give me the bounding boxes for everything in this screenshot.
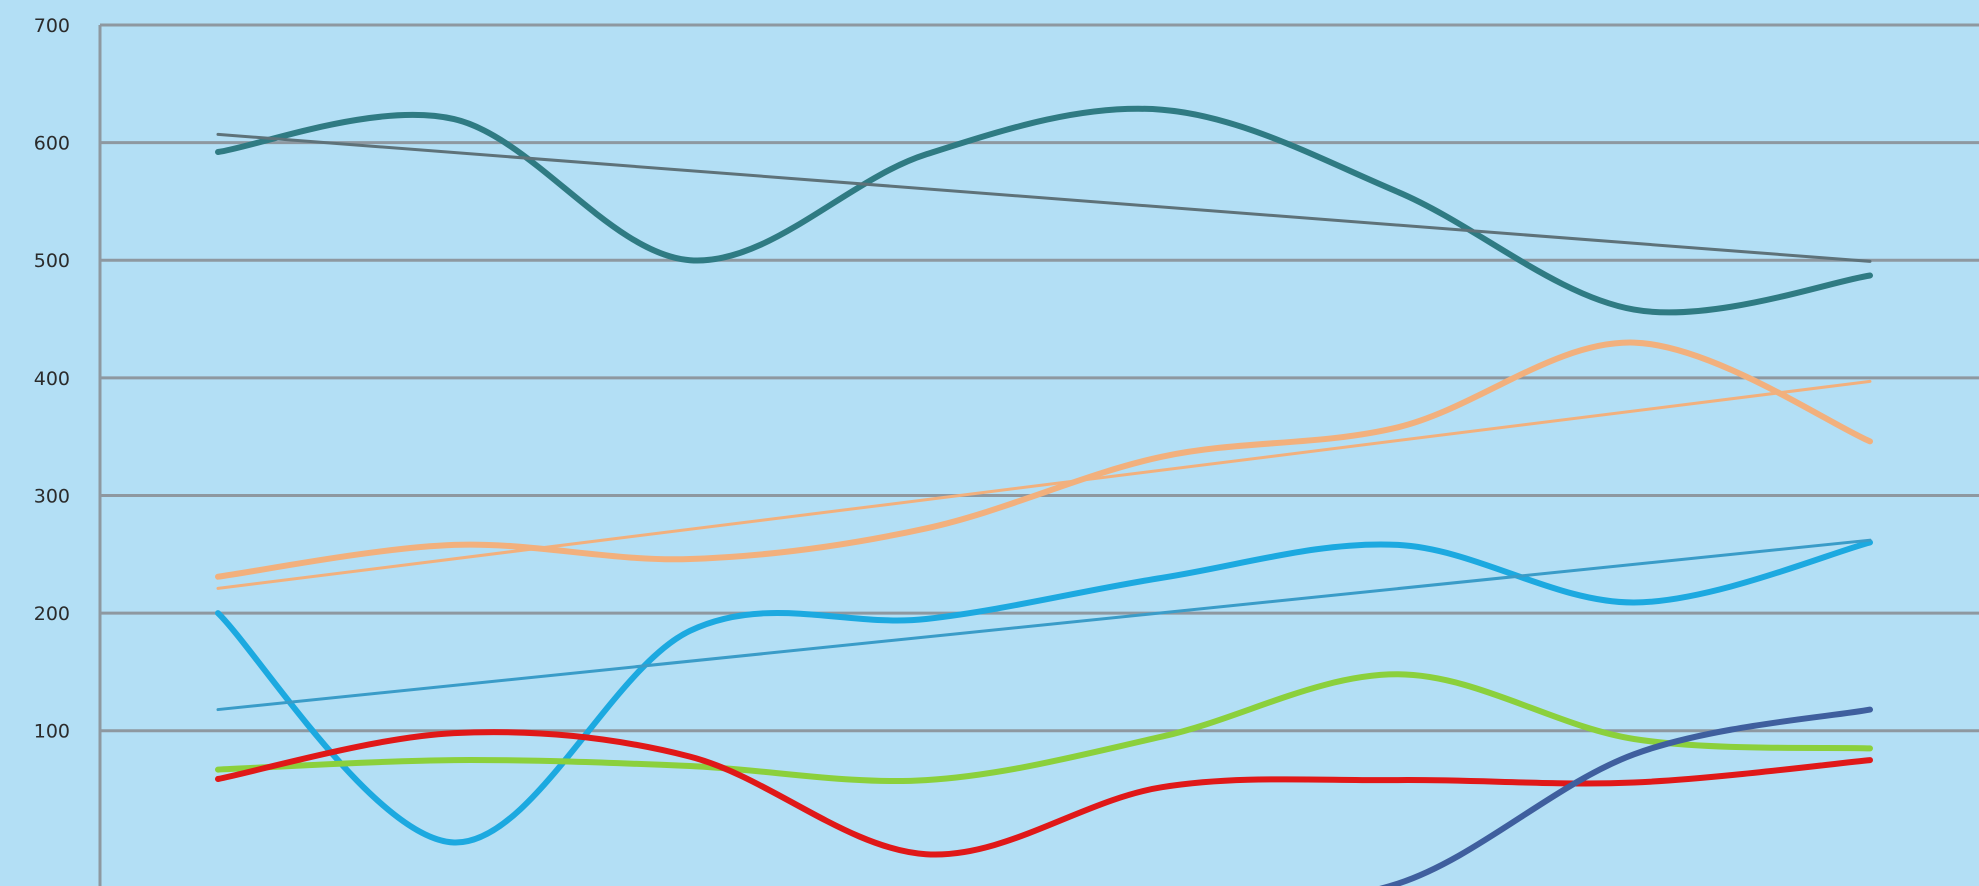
y-tick-label-700: 700 <box>34 15 70 37</box>
y-tick-label-400: 400 <box>34 368 70 390</box>
series-line-4 <box>215 539 1873 846</box>
trendline-1 <box>216 132 1872 263</box>
y-tick-label-100: 100 <box>34 721 70 743</box>
series-line-6 <box>215 671 1873 785</box>
trendline-5 <box>216 538 1872 712</box>
series-group <box>215 105 1873 886</box>
series-line-8 <box>1379 706 1873 886</box>
series-line-7 <box>215 729 1873 858</box>
series-line-2 <box>215 339 1873 580</box>
y-tick-label-300: 300 <box>34 485 70 507</box>
y-axis-ticks: 100 200 300 400 500 600 700 <box>34 15 70 743</box>
y-tick-label-600: 600 <box>34 133 70 155</box>
y-tick-label-500: 500 <box>34 250 70 272</box>
trendline-3 <box>216 379 1872 590</box>
series-line-0 <box>215 105 1873 316</box>
y-tick-label-200: 200 <box>34 603 70 625</box>
